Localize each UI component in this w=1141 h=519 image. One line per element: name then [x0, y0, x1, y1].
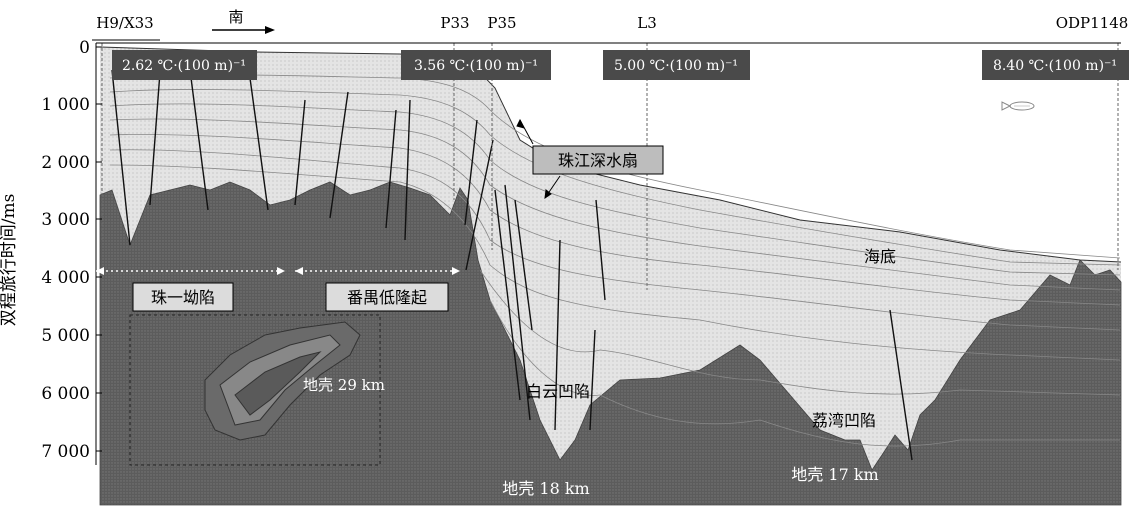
- zone-label-2: 番禺低隆起: [347, 288, 427, 307]
- seafloor-label: 海底: [864, 247, 896, 266]
- y-tick-2000: 2 000: [41, 153, 90, 173]
- direction-arrow-icon: [212, 26, 275, 34]
- gradient-label-1: 2.62 ℃·(100 m)⁻¹: [122, 58, 246, 74]
- well-label-h9x33: H9/X33: [96, 14, 153, 32]
- zone-label-1: 珠一坳陷: [151, 288, 215, 307]
- gradient-box-2: [401, 50, 551, 80]
- y-tick-3000: 3 000: [41, 210, 90, 230]
- gradient-label-3: 5.00 ℃·(100 m)⁻¹: [614, 58, 738, 74]
- y-axis-label: 双程旅行时间/ms: [0, 194, 19, 327]
- gradient-box-3: [603, 50, 750, 80]
- horizon-lines: [109, 74, 1121, 447]
- crust-18-label: 地壳 18 km: [502, 479, 589, 498]
- y-tick-4000: 4 000: [41, 268, 90, 288]
- well-label-p33: P33: [440, 14, 469, 32]
- liwan-sag-label: 荔湾凹陷: [812, 411, 876, 430]
- fish-icon: [1001, 101, 1035, 111]
- y-tick-1000: 1 000: [41, 95, 90, 115]
- y-axis: 0 1 000 2 000 3 000 4 000 5 000 6 000 7 …: [41, 38, 102, 465]
- fan-label-box: [532, 145, 664, 175]
- zone-arrow-icons: [96, 267, 460, 275]
- direction-label: 南: [228, 8, 243, 26]
- fault-lines: [111, 69, 913, 461]
- zone-box-2: [325, 282, 449, 312]
- well-label-p35: P35: [487, 14, 516, 32]
- gradient-box-4: [982, 50, 1129, 80]
- gradient-label-4: 8.40 ℃·(100 m)⁻¹: [993, 58, 1117, 74]
- crust-17-label: 地壳 17 km: [791, 465, 878, 484]
- zone-box-1: [132, 282, 234, 312]
- inset-map-shape: [204, 321, 361, 441]
- inset-map-frame: [129, 314, 381, 466]
- y-tick-0: 0: [79, 38, 90, 58]
- y-tick-7000: 7 000: [41, 442, 90, 462]
- fan-arrow-icons: [516, 118, 561, 200]
- well-label-l3: L3: [637, 14, 657, 32]
- fan-label: 珠江深水扇: [558, 151, 638, 170]
- y-tick-5000: 5 000: [41, 326, 90, 346]
- crust-basement: [99, 181, 1122, 506]
- gradient-label-2: 3.56 ℃·(100 m)⁻¹: [414, 58, 538, 74]
- y-tick-6000: 6 000: [41, 384, 90, 404]
- gradient-box-1: [112, 50, 257, 80]
- crust-29-label: 地壳 29 km: [303, 376, 385, 394]
- well-label-odp1148: ODP1148: [1056, 14, 1129, 32]
- baiyun-sag-label: 白云凹陷: [526, 382, 590, 401]
